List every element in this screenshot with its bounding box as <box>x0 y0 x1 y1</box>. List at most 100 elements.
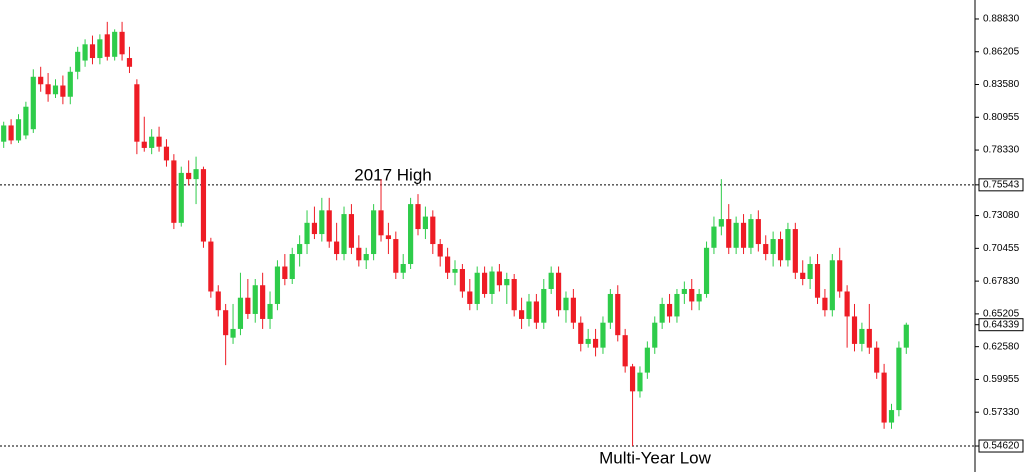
y-tick-label: 0.70455 <box>983 243 1020 254</box>
candle-body <box>482 272 488 294</box>
annotation: 2017 High <box>354 165 432 184</box>
candle-body <box>319 210 325 235</box>
candle-body <box>563 297 569 311</box>
candle-body <box>504 278 510 286</box>
candle-body <box>126 58 133 67</box>
candle-body <box>348 214 355 248</box>
candle-body <box>770 239 776 255</box>
candle-body <box>223 310 229 336</box>
candle-body <box>689 288 695 302</box>
candle-body <box>60 85 66 97</box>
y-tick-label: 0.88830 <box>983 14 1020 25</box>
candle-body <box>8 125 14 141</box>
candle-body <box>15 119 22 141</box>
candle-body <box>659 303 665 323</box>
candle-body <box>371 210 377 255</box>
candle-body <box>807 264 813 279</box>
candle-body <box>851 316 858 344</box>
candle-body <box>718 219 724 227</box>
candle-body <box>518 310 525 319</box>
candle-body <box>408 204 414 265</box>
candle-body <box>570 297 576 323</box>
y-tick-label: 0.54620 <box>983 441 1020 452</box>
candle-body <box>171 160 177 223</box>
candle-body <box>881 372 887 423</box>
candle-body <box>459 269 465 292</box>
candle-body <box>112 31 118 57</box>
candle-body <box>45 84 51 95</box>
candle-body <box>600 322 606 348</box>
candle-body <box>82 44 88 61</box>
candle-body <box>200 169 207 242</box>
candle-body <box>541 288 547 323</box>
annotation: Multi-Year Low <box>599 449 712 468</box>
candle-body <box>363 254 369 261</box>
candle-body <box>334 241 340 255</box>
candle-body <box>52 85 59 95</box>
candle-body <box>844 291 850 317</box>
candle-body <box>800 272 806 279</box>
candle-body <box>282 266 288 279</box>
candle-body <box>585 338 591 344</box>
candle-body <box>393 239 399 273</box>
candle-body <box>740 222 747 248</box>
candle-body <box>1 125 7 142</box>
candle-body <box>696 293 702 302</box>
candle-body <box>666 303 673 317</box>
candle-body <box>304 222 310 245</box>
candle-body <box>637 372 643 392</box>
candle-body <box>134 84 140 142</box>
y-tick-label: 0.57330 <box>983 407 1020 418</box>
candle-body <box>75 51 81 72</box>
candle-body <box>437 244 443 257</box>
candle-body <box>629 366 636 392</box>
candle-body <box>592 338 599 348</box>
price-box <box>978 439 1024 453</box>
candle-body <box>837 260 843 292</box>
candle-body <box>555 272 562 311</box>
candle-body <box>23 106 29 136</box>
candle-body <box>814 264 821 298</box>
y-tick-label: 0.80955 <box>983 112 1020 123</box>
candle-body <box>829 260 835 311</box>
candle-body <box>822 297 828 311</box>
y-tick-label: 0.67830 <box>983 276 1020 287</box>
candle-body <box>289 254 295 279</box>
candle-body <box>378 210 384 236</box>
candle-body <box>733 222 739 248</box>
y-tick-label: 0.59955 <box>983 374 1020 385</box>
price-box <box>978 178 1024 192</box>
candle-body <box>341 214 347 255</box>
y-tick-label: 0.62580 <box>983 341 1020 352</box>
candle-body <box>208 241 214 292</box>
candle-body <box>607 293 613 323</box>
candle-body <box>711 226 717 248</box>
candle-body <box>230 328 236 338</box>
candle-body <box>178 172 184 223</box>
candle-body <box>415 204 421 230</box>
candle-body <box>578 322 584 344</box>
candle-body <box>903 324 909 348</box>
candle-body <box>452 269 458 273</box>
candle-body <box>874 347 880 373</box>
candle-body <box>400 264 406 273</box>
candle-body <box>511 278 517 311</box>
candle-body <box>141 141 147 148</box>
candle-body <box>755 219 761 245</box>
candle-body <box>30 76 36 130</box>
candle-body <box>526 301 532 319</box>
candle-body <box>326 210 332 242</box>
candle-body <box>311 222 318 235</box>
candle-body <box>245 297 251 314</box>
candle-body <box>763 244 769 255</box>
candle-body <box>496 271 502 286</box>
candle-body <box>193 169 199 180</box>
candle-body <box>792 229 798 273</box>
candle-body <box>186 172 192 180</box>
y-tick-label: 0.78330 <box>983 145 1020 156</box>
candle-body <box>237 297 244 329</box>
candle-body <box>674 293 680 317</box>
candle-body <box>726 219 732 248</box>
y-tick-label: 0.83580 <box>983 79 1020 90</box>
candle-body <box>274 266 281 304</box>
